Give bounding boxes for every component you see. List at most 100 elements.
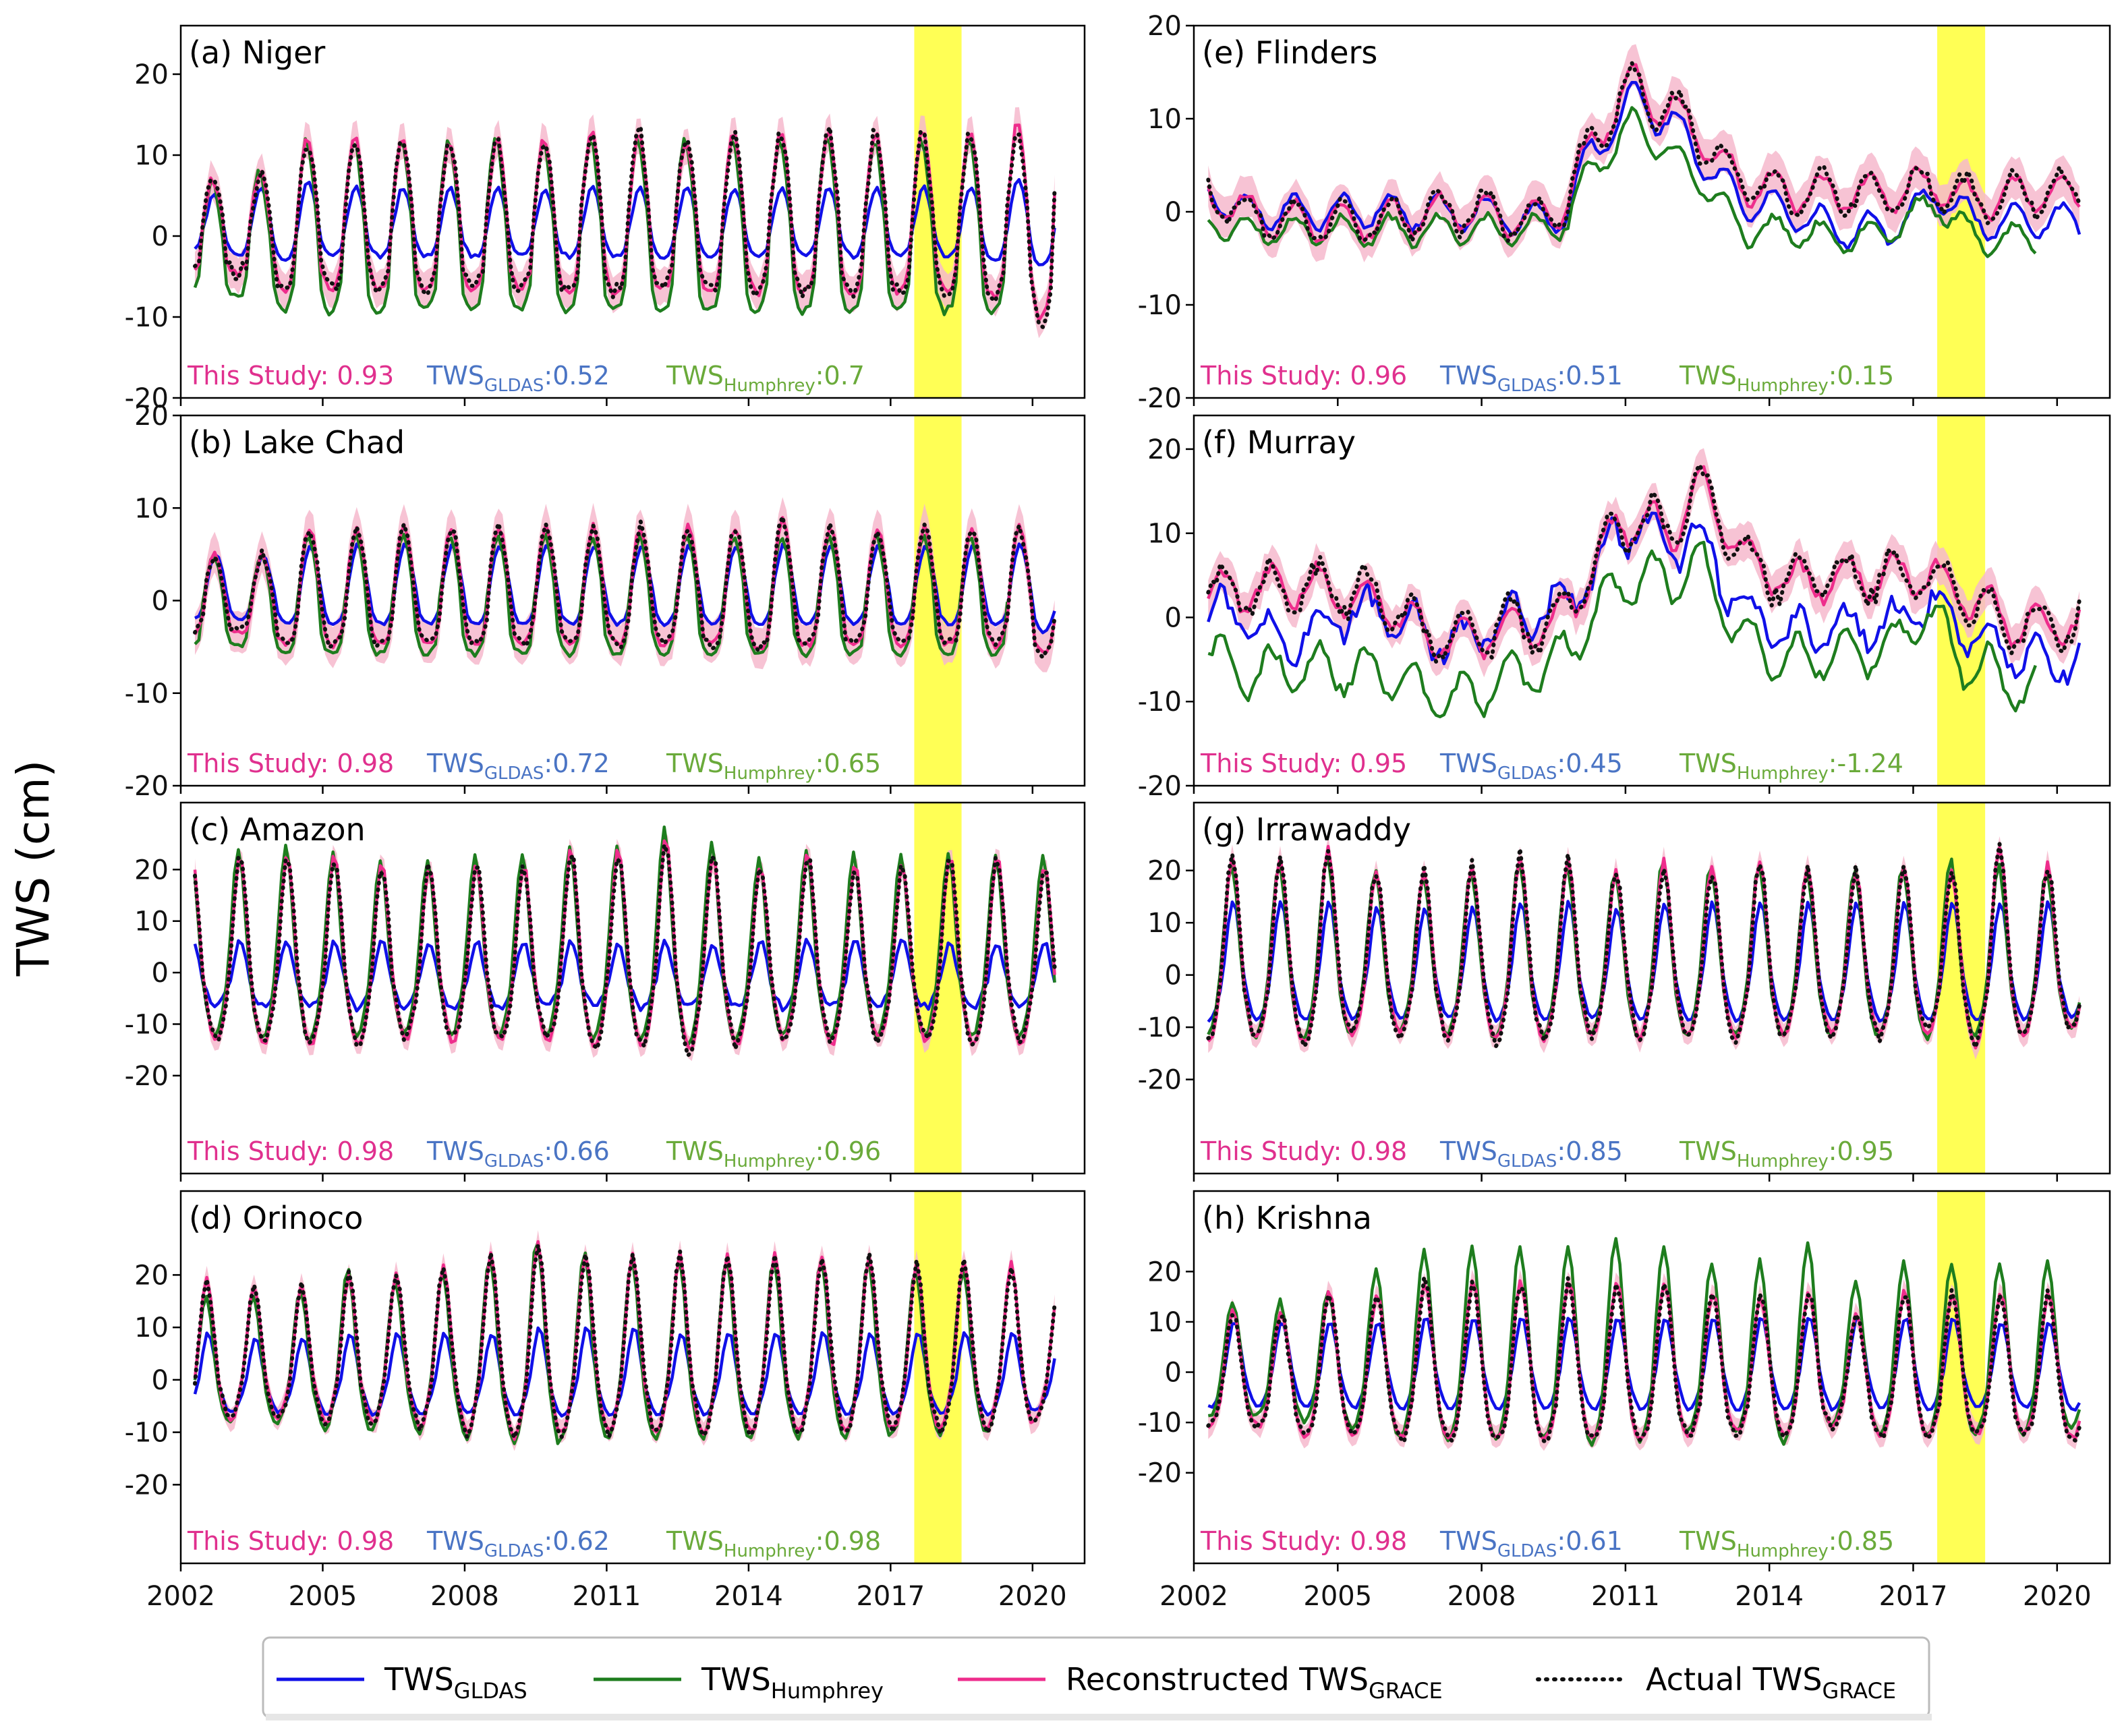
plot-frame	[179, 1190, 1086, 1565]
recon-uncertainty-band	[195, 107, 1055, 339]
panel-e: -20 -10 0 10 20 (e) Flinders This Study: 0.96 T…	[1138, 11, 2111, 414]
panel-title: (e) Flinders	[1202, 34, 1377, 71]
y-tick-label: 10	[134, 140, 169, 171]
stat-this-study: This Study: 0.98	[187, 749, 394, 778]
y-tick-label: 10	[134, 493, 169, 524]
stat-this-study: This Study: 0.98	[187, 1526, 394, 1556]
x-tick-label: 2014	[714, 1581, 783, 1612]
y-tick-label: 0	[1165, 960, 1182, 991]
series-group	[193, 107, 1057, 339]
x-tick-label: 2020	[2023, 1581, 2092, 1612]
series-group	[1206, 448, 2082, 719]
panel-title: (f) Murray	[1202, 424, 1356, 461]
y-tick-label: -10	[1138, 1012, 1182, 1043]
series-actual-line	[193, 842, 1057, 1058]
y-tick-label: 20	[134, 855, 169, 886]
panel-h: -20 -10 0 10 20 2002 2005 2008 2011 2014 2017 2020 (…	[1138, 1190, 2111, 1612]
plot-frame	[179, 801, 1086, 1175]
y-tick-label: 20	[134, 1260, 169, 1291]
panel-title: (b) Lake Chad	[189, 424, 405, 461]
stat-humphrey: TWSHumphrey:0.65	[666, 749, 881, 784]
x-tick-label: 2017	[856, 1581, 925, 1612]
y-tick-label: 0	[152, 1365, 169, 1396]
series-actual-line	[193, 124, 1057, 329]
legend-label-gldas: TWSGLDAS	[384, 1661, 527, 1704]
legend: TWSGLDAS TWSHumphrey Reconstructed TWSGRAC…	[262, 1636, 1932, 1720]
stat-this-study: This Study: 0.98	[1200, 1136, 1407, 1166]
stat-gldas: TWSGLDAS:0.62	[426, 1526, 610, 1561]
y-tick-label: 10	[1147, 1307, 1182, 1338]
series-group	[1206, 1237, 2082, 1451]
x-tick-label: 2020	[998, 1581, 1067, 1612]
y-tick-label: -10	[1138, 1408, 1182, 1439]
x-tick-label: 2005	[289, 1581, 357, 1612]
recon-uncertainty-band	[1208, 448, 2079, 678]
y-tick-label: 10	[134, 906, 169, 937]
stat-gldas: TWSGLDAS:0.45	[1439, 749, 1623, 784]
y-tick-label: 10	[1147, 519, 1182, 550]
recon-uncertainty-band	[1208, 44, 2079, 262]
y-tick-label: 20	[1147, 11, 1182, 42]
panel-title: (d) Orinoco	[189, 1200, 363, 1236]
x-tick-label: 2011	[573, 1581, 641, 1612]
panel-title: (c) Amazon	[189, 811, 366, 848]
x-tick-label: 2008	[1447, 1581, 1516, 1612]
gap-highlight	[914, 26, 962, 398]
panel-f: -20 -10 0 10 20 (f) Murray This Study: 0.95 TWS…	[1138, 414, 2111, 802]
y-tick-label: 20	[1147, 1256, 1182, 1287]
y-tick-label: 0	[152, 586, 169, 617]
y-tick-label: -20	[125, 1470, 169, 1501]
gap-highlight	[1937, 1191, 1986, 1563]
stat-this-study: This Study: 0.93	[187, 361, 394, 390]
y-tick-label: -10	[125, 1418, 169, 1449]
y-tick-label: -10	[125, 678, 169, 710]
plot-frame	[1193, 801, 2111, 1175]
stat-humphrey: TWSHumphrey:0.7	[666, 361, 865, 396]
y-tick-label: 0	[152, 221, 169, 252]
series-group	[193, 497, 1057, 672]
y-tick-label: -20	[1138, 771, 1182, 802]
y-tick-label: 20	[134, 401, 169, 432]
x-tick-label: 2002	[146, 1581, 215, 1612]
series-actual-line	[193, 515, 1057, 660]
y-tick-label: 0	[1165, 197, 1182, 228]
series-group	[1206, 44, 2082, 262]
gap-highlight	[1937, 803, 1986, 1174]
series-reconstructed-line	[194, 123, 1056, 322]
stat-gldas: TWSGLDAS:0.72	[426, 749, 610, 784]
series-actual-line	[1206, 61, 2082, 243]
y-tick-label: 20	[1147, 434, 1182, 465]
y-axis-label: TWS (cm)	[7, 760, 59, 977]
plot-frame	[1193, 414, 2111, 787]
legend-label-actual: Actual TWSGRACE	[1646, 1661, 1896, 1704]
y-tick-label: -10	[125, 1009, 169, 1040]
x-tick-label: 2011	[1591, 1581, 1660, 1612]
panel-c: -20 -10 0 10 20 (c) Amazon This Study: 0.98 TWS…	[125, 801, 1086, 1182]
series-group	[193, 1229, 1057, 1451]
stat-humphrey: TWSHumphrey:-1.24	[1679, 749, 1903, 784]
series-humphrey-line	[1207, 106, 2037, 258]
y-tick-label: -20	[1138, 1065, 1182, 1096]
stat-humphrey: TWSHumphrey:0.85	[1679, 1526, 1894, 1561]
stat-gldas: TWSGLDAS:0.61	[1439, 1526, 1623, 1561]
stat-this-study: This Study: 0.96	[1200, 361, 1407, 390]
panel-g: -20 -10 0 10 20 (g) Irrawaddy This Study: 0.98…	[1138, 801, 2111, 1182]
series-actual-line	[1206, 1275, 2082, 1444]
plot-frame	[1193, 1190, 2111, 1565]
y-tick-label: 10	[1147, 908, 1182, 939]
stat-this-study: This Study: 0.98	[1200, 1526, 1407, 1556]
stat-humphrey: TWSHumphrey:0.96	[666, 1136, 881, 1171]
x-tick-label: 2008	[430, 1581, 499, 1612]
y-tick-label: -20	[1138, 1458, 1182, 1489]
panel-title: (g) Irrawaddy	[1202, 811, 1411, 848]
stat-humphrey: TWSHumphrey:0.95	[1679, 1136, 1894, 1171]
y-tick-label: -20	[125, 383, 169, 414]
series-actual-line	[1206, 463, 2082, 664]
y-tick-label: 0	[1165, 602, 1182, 633]
x-tick-label: 2014	[1735, 1581, 1804, 1612]
stat-gldas: TWSGLDAS:0.66	[426, 1136, 610, 1171]
y-tick-label: -20	[125, 771, 169, 802]
y-tick-label: -10	[1138, 290, 1182, 321]
y-tick-label: -20	[125, 1061, 169, 1092]
y-tick-label: 20	[134, 59, 169, 90]
